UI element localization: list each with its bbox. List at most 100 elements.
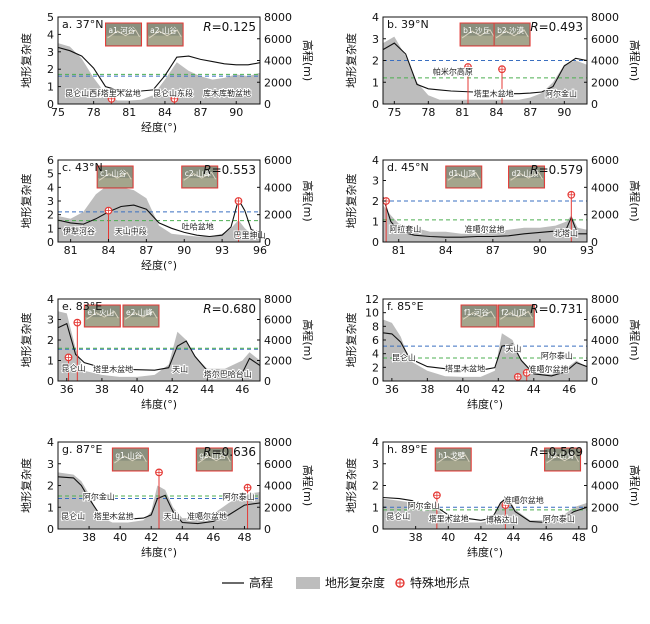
y-right-tick-label: 4000 [591,480,619,493]
r-number: =0.731 [539,302,583,316]
r-value: R=0.731 [530,302,583,316]
panel-title: f. 85°E [387,300,424,313]
complexity-area [383,496,587,529]
x-tick-label: 81 [122,106,136,119]
y-right-tick-label: 8000 [591,11,619,24]
complexity-area [383,36,587,104]
r-number: =0.680 [212,302,256,316]
y-right-axis-label: 高程(m) [628,180,642,221]
y-left-tick-label: 1 [47,81,54,94]
elevation-line [58,46,260,92]
x-tick-label: 78 [421,106,435,119]
y-left-tick-label: 4 [372,348,379,361]
r-symbol: R [530,163,538,177]
region-label: 塔里木盆地 [94,511,134,521]
x-tick-label: 46 [235,383,249,396]
y-left-tick-label: 4 [372,436,379,449]
thumbnail-label: h1.戈壁 [438,450,465,460]
x-tick-label: 90 [557,106,571,119]
y-right-tick-label: 0 [591,236,598,249]
x-tick-label: 42 [144,531,158,544]
x-tick-label: 42 [165,383,179,396]
y-right-axis-label: 高程(m) [301,180,315,221]
region-label: 阿尔金山 [545,88,577,98]
y-right-axis-label: 高程(m) [628,465,642,506]
y-left-tick-label: 4 [372,154,379,167]
region-label: 北塔山 [554,228,578,238]
x-axis-label: 纬度(°) [141,397,177,411]
x-tick-label: 46 [539,531,553,544]
thumbnail-label: f1.河谷 [464,308,489,317]
special-point-marker [107,94,116,103]
thumbnail-label: g1.山谷 [115,450,142,460]
r-number: =0.125 [212,20,256,34]
thumbnail-ground [545,460,580,470]
thumbnail-ground [106,35,141,45]
thumbnail-label: g2.山谷 [199,450,226,460]
panel-title: e. 83°E [62,300,102,313]
y-right-tick-label: 0 [264,375,271,388]
y-left-tick-label: 3 [47,458,54,471]
y-right-tick-label: 4000 [264,334,292,347]
thumbnail-ridge [462,310,496,320]
thumbnail-image: f2.山顶 [497,304,535,328]
thumbnail-label: d1.山顶 [449,168,476,178]
x-tick-label: 90 [533,244,547,257]
thumbnail-ground [182,178,217,187]
y-left-tick-label: 0 [47,375,54,388]
legend-complexity-swatch [296,577,320,589]
thumbnail-label: f2.山顶 [501,307,526,317]
r-symbol: R [203,20,211,34]
x-axis-label: 经度(°) [141,258,177,272]
thumbnail-ground [461,35,496,45]
y-left-tick-label: 0 [372,523,379,536]
r-symbol: R [203,302,211,316]
region-label: 塔里木盆地 [474,88,514,98]
region-label: 阿尔泰山 [543,513,575,523]
region-label: 阿尔金山 [83,492,115,502]
thumbnail-image: d1.山顶 [445,165,483,189]
y-left-tick-label: 4 [47,181,54,194]
y-right-tick-label: 8000 [264,293,292,306]
r-symbol: R [203,163,211,177]
x-tick-label: 81 [64,244,78,257]
y-right-axis-label: 高程(m) [628,40,642,81]
x-tick-label: 38 [420,383,434,396]
thumbnail-ridge [495,29,529,39]
y-left-tick-label: 2 [47,334,54,347]
y-right-tick-label: 8000 [264,436,292,449]
x-tick-label: 81 [392,244,406,257]
x-tick-label: 36 [60,383,74,396]
panel-title: d. 45°N [387,161,429,174]
special-point-marker [170,94,179,103]
region-label: 昆仑山 [61,511,85,521]
special-point-marker [522,368,531,377]
x-tick-label: 40 [113,531,127,544]
elevation-line [58,476,260,525]
thumbnail-ridge [98,171,132,181]
thumbnail-ridge [447,171,481,181]
y-left-tick-label: 2 [47,480,54,493]
thumbnail-ridge [183,171,217,181]
x-tick-label: 84 [489,106,503,119]
x-tick-label: 38 [409,531,423,544]
y-left-tick-label: 2 [47,63,54,76]
y-left-tick-label: 0 [47,98,54,111]
y-left-tick-label: 4 [47,28,54,41]
x-tick-label: 84 [102,244,116,257]
y-left-tick-label: 4 [47,436,54,449]
thumbnail-image: c2.山峰 [181,165,219,189]
x-tick-label: 44 [507,531,521,544]
region-label: 昆仑山东段 [153,88,193,98]
y-right-tick-label: 4000 [264,55,292,68]
y-left-tick-label: 1 [372,76,379,89]
x-tick-label: 46 [206,531,220,544]
thumbnail-ground [499,317,534,326]
region-label: 阿尔泰山 [541,350,573,360]
region-label: 阿尔泰山 [223,492,255,502]
r-number: =0.636 [212,445,256,459]
legend-elevation-label: 高程 [249,575,273,590]
x-tick-label: 87 [486,244,500,257]
region-label: 巴里坤山 [233,230,265,240]
